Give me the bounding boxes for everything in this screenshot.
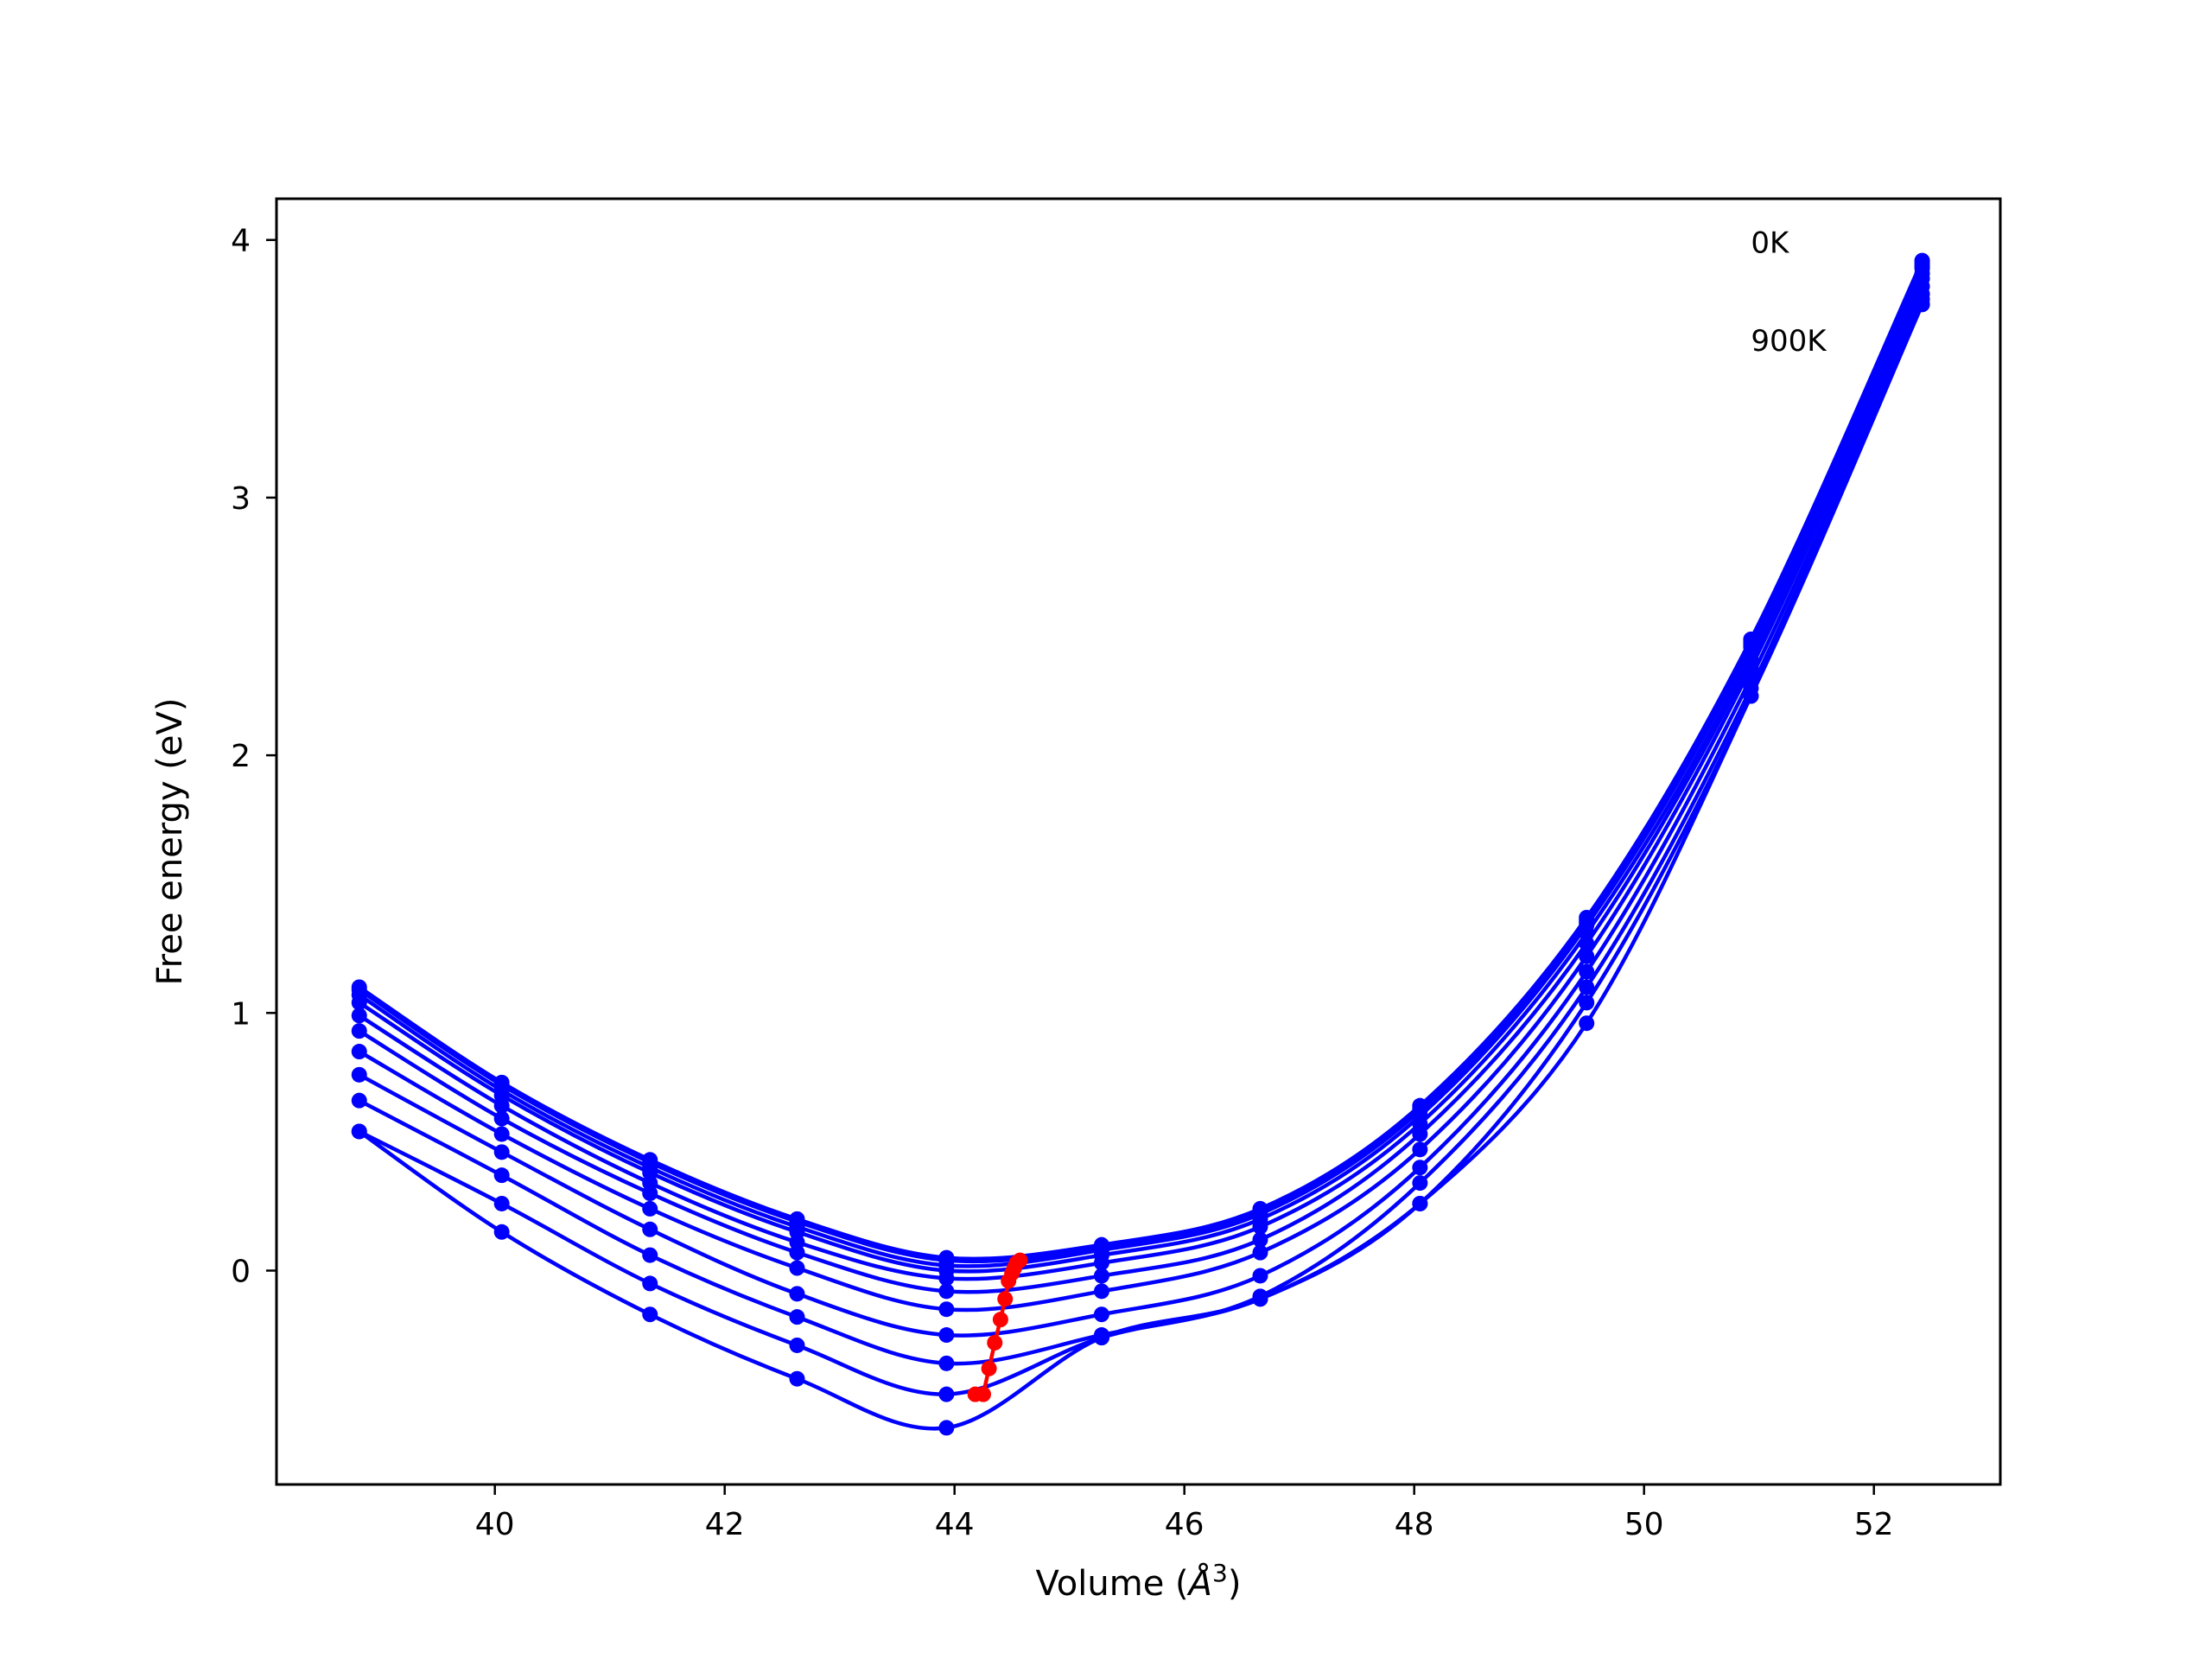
data-point: [938, 1420, 955, 1436]
x-tick-label: 50: [1624, 1507, 1664, 1542]
data-point: [642, 1185, 658, 1202]
data-point: [351, 1023, 367, 1039]
data-point: [493, 1144, 510, 1160]
data-point: [789, 1244, 805, 1261]
data-point: [351, 1044, 367, 1060]
data-point: [1252, 1218, 1268, 1235]
data-point: [1743, 688, 1759, 704]
data-point: [1252, 1268, 1268, 1284]
data-point: [1914, 296, 1930, 313]
data-point: [1579, 1015, 1595, 1032]
data-point: [351, 1007, 367, 1024]
fit-curve-7: [358, 293, 1924, 1338]
y-tick-label: 2: [231, 739, 251, 774]
data-point: [1093, 1306, 1109, 1323]
data-point: [1412, 1195, 1428, 1211]
data-point: [493, 1126, 510, 1142]
data-point: [1579, 963, 1595, 980]
data-points: [351, 252, 1930, 1436]
data-point: [938, 1283, 955, 1300]
data-point: [642, 1200, 658, 1217]
annotation-900k: 900K: [1751, 324, 1827, 359]
data-point: [1412, 1175, 1428, 1192]
data-point: [351, 1092, 367, 1109]
minimum-point: [997, 1291, 1014, 1307]
data-point: [789, 1337, 805, 1353]
y-axis-label: Free energy (eV): [150, 698, 190, 986]
fit-curve-3: [358, 267, 1924, 1274]
data-point: [789, 1370, 805, 1387]
x-tick-label: 52: [1854, 1507, 1894, 1542]
data-point: [789, 1286, 805, 1302]
data-point: [351, 1066, 367, 1083]
data-point: [493, 1167, 510, 1184]
data-point: [1093, 1255, 1109, 1271]
data-point: [1412, 1141, 1428, 1158]
x-tick-label: 42: [705, 1507, 745, 1542]
minimum-point: [992, 1312, 1008, 1328]
y-tick-label: 0: [231, 1254, 251, 1289]
data-point: [493, 1195, 510, 1211]
data-point: [642, 1221, 658, 1237]
data-point: [1093, 1268, 1109, 1284]
x-tick-label: 48: [1395, 1507, 1434, 1542]
x-tick-label: 44: [935, 1507, 975, 1542]
minimum-point: [1001, 1273, 1017, 1289]
x-axis-ticks: 40 42 44 46 48 50 52: [475, 1484, 1894, 1542]
fit-curve-4: [358, 272, 1924, 1281]
data-point: [493, 1224, 510, 1240]
minimum-point: [981, 1360, 997, 1376]
annotation-0k: 0K: [1751, 226, 1790, 261]
x-tick-label: 40: [475, 1507, 515, 1542]
data-point: [1579, 979, 1595, 995]
data-point: [1412, 1126, 1428, 1142]
data-point: [1412, 1160, 1428, 1176]
y-tick-label: 1: [231, 996, 251, 1032]
data-point: [938, 1270, 955, 1287]
y-axis-ticks: 0 1 2 3 4: [231, 224, 276, 1289]
minimum-point: [967, 1386, 983, 1402]
fit-curve-10: [358, 303, 1924, 1431]
x-axis-label-unit: Å: [1186, 1562, 1212, 1604]
data-point: [789, 1309, 805, 1325]
data-point: [1252, 1244, 1268, 1261]
data-point: [493, 1097, 510, 1114]
data-point: [642, 1306, 658, 1323]
data-point: [642, 1275, 658, 1292]
data-point: [351, 995, 367, 1011]
x-axis-label-text: Volume (: [1036, 1564, 1189, 1604]
data-point: [1579, 948, 1595, 964]
y-tick-label: 4: [231, 224, 251, 259]
fit-curve-6: [358, 285, 1924, 1313]
minima-path: [967, 1252, 1028, 1402]
minimum-point: [987, 1334, 1003, 1351]
data-point: [938, 1327, 955, 1344]
data-point: [938, 1355, 955, 1371]
data-point: [789, 1260, 805, 1276]
data-point: [1252, 1291, 1268, 1307]
x-axis-label: Volume (Å3): [1036, 1559, 1242, 1604]
fit-curve-9: [358, 303, 1924, 1396]
data-point: [1579, 935, 1595, 951]
x-axis-label-close: ): [1228, 1564, 1242, 1604]
data-point: [1579, 995, 1595, 1011]
y-tick-label: 3: [231, 481, 251, 517]
data-point: [493, 1110, 510, 1127]
data-point: [1093, 1283, 1109, 1300]
data-point: [1252, 1231, 1268, 1248]
data-point: [351, 1123, 367, 1140]
x-axis-label-exponent: 3: [1212, 1559, 1228, 1587]
data-point: [642, 1247, 658, 1263]
plot-frame: [275, 197, 2002, 1486]
fit-curve-5: [358, 277, 1924, 1294]
data-point: [938, 1301, 955, 1318]
data-point: [938, 1386, 955, 1402]
fit-curves: [358, 259, 1924, 1431]
x-tick-label: 46: [1165, 1507, 1205, 1542]
data-point: [1093, 1330, 1109, 1346]
